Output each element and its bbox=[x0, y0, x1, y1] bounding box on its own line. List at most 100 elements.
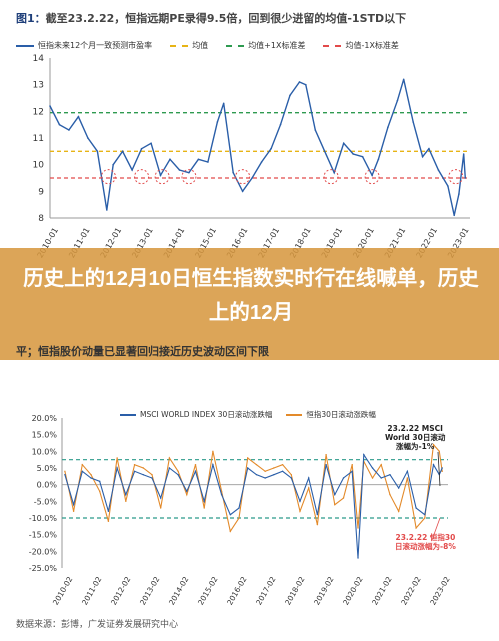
chart1-point-pe bbox=[241, 190, 244, 193]
chart2-point-msci bbox=[133, 470, 136, 473]
chart2-point-msci bbox=[159, 497, 162, 499]
chart1-point-pe bbox=[298, 81, 301, 83]
chart2-point-hsi bbox=[116, 457, 118, 459]
chart2-point-msci bbox=[325, 463, 327, 466]
chart1-point-pe bbox=[216, 121, 219, 123]
chart2-point-msci bbox=[72, 503, 75, 506]
chart1-point-pe bbox=[112, 163, 114, 166]
chart2-point-msci bbox=[107, 510, 110, 513]
chart2-point-msci bbox=[151, 477, 153, 479]
chart2-point-hsi bbox=[363, 460, 365, 463]
chart1-point-pe bbox=[396, 99, 399, 102]
chart2-point-msci bbox=[334, 493, 336, 496]
chart1-trough-marker bbox=[235, 169, 251, 185]
chart2-point-msci bbox=[316, 513, 319, 516]
chart2-point-msci bbox=[371, 467, 374, 469]
chart1-point-pe bbox=[260, 161, 263, 163]
chart2-point-hsi bbox=[273, 467, 275, 469]
overlay-title: 历史上的12月10日恒生指数实时行在线喊单，历史上的12月 bbox=[23, 267, 479, 324]
chart1-point-pe bbox=[304, 83, 307, 86]
legend-item-hsi: 恒指30日滚动涨跌幅 bbox=[286, 409, 376, 420]
chart1-point-pe bbox=[87, 137, 89, 139]
chart2-point-msci bbox=[357, 557, 359, 559]
chart1-legend: 恒指未来12个月一致预测市盈率 均值 均值+1X标准差 均值-1X标准差 bbox=[16, 40, 399, 51]
chart2-x-tick-label: 2015-02 bbox=[196, 575, 220, 607]
chart2-point-msci bbox=[64, 473, 66, 476]
chart1-point-pe bbox=[289, 94, 291, 97]
chart1-point-pe bbox=[377, 158, 380, 161]
chart1-point-pe bbox=[159, 174, 162, 177]
legend-swatch-msci bbox=[120, 413, 136, 416]
chart1-point-pe bbox=[251, 177, 253, 179]
chart2-point-msci bbox=[220, 493, 223, 496]
chart2-y-tick-label: 0.0% bbox=[37, 481, 58, 490]
chart2-point-hsi bbox=[342, 497, 345, 499]
chart2-point-hsi bbox=[415, 527, 417, 529]
chart2-point-hsi bbox=[281, 463, 284, 466]
chart2-x-tick-label: 2012-02 bbox=[109, 575, 133, 607]
chart1-point-pe bbox=[188, 171, 190, 174]
legend-swatch-hsi bbox=[286, 413, 303, 416]
legend-item-mean: 均值 bbox=[170, 40, 208, 51]
chart2-x-tick-label: 2016-02 bbox=[225, 575, 249, 607]
chart2-point-hsi bbox=[107, 520, 110, 523]
chart2-point-hsi bbox=[64, 470, 66, 473]
chart2-point-hsi bbox=[229, 530, 232, 533]
chart2-series-line-msci bbox=[64, 452, 443, 559]
chart2-point-hsi bbox=[264, 470, 266, 473]
chart2-point-hsi bbox=[177, 470, 179, 473]
chart2-point-msci bbox=[406, 470, 409, 473]
chart1-trough-marker bbox=[181, 169, 197, 185]
chart1-point-pe bbox=[447, 185, 449, 187]
chart2-point-msci bbox=[281, 470, 284, 473]
figure1-title-text: 截至23.2.22，恒指远期PE录得9.5倍，回到很少进留的均值-1STD以下 bbox=[45, 12, 407, 25]
chart2-point-hsi bbox=[290, 473, 292, 476]
chart1-point-pe bbox=[462, 153, 465, 155]
chart1-trough-marker bbox=[100, 169, 116, 185]
chart2-point-hsi bbox=[159, 507, 162, 509]
legend-swatch-pe bbox=[16, 44, 34, 47]
chart2-point-hsi bbox=[125, 500, 127, 503]
chart2-point-hsi bbox=[194, 463, 197, 466]
chart1-point-pe bbox=[178, 169, 181, 171]
chart2-point-msci bbox=[389, 473, 391, 476]
chart1-series-line-pe bbox=[49, 79, 466, 216]
chart2-point-msci bbox=[229, 513, 232, 516]
chart2-point-msci bbox=[99, 480, 101, 483]
chart2-x-tick-label: 2013-02 bbox=[138, 575, 162, 607]
chart2-point-msci bbox=[424, 513, 426, 516]
chart1-point-pe bbox=[58, 123, 61, 126]
chart2-point-msci bbox=[441, 467, 443, 469]
chart1-y-tick-label: 11 bbox=[33, 134, 44, 144]
chart1-trough-marker bbox=[134, 169, 150, 185]
annotation-arrow-msci bbox=[437, 451, 441, 487]
chart2-y-tick-label: -20.0% bbox=[29, 547, 58, 556]
chart1-y-tick-label: 10 bbox=[33, 161, 45, 171]
chart1-point-pe bbox=[270, 147, 272, 150]
chart2-point-hsi bbox=[142, 467, 144, 469]
chart1-point-pe bbox=[458, 193, 460, 195]
chart1-point-pe bbox=[121, 150, 124, 153]
chart1-trough-marker bbox=[323, 169, 339, 185]
chart2-point-hsi bbox=[325, 453, 327, 456]
chart1-point-pe bbox=[361, 155, 364, 158]
chart1-y-tick-label: 13 bbox=[33, 81, 44, 91]
chart2-point-hsi bbox=[389, 493, 391, 496]
chart1-point-pe bbox=[197, 158, 200, 161]
chart2-x-tick-label: 2017-02 bbox=[254, 575, 278, 607]
chart2-point-msci bbox=[203, 500, 205, 503]
chart1-point-pe bbox=[437, 169, 440, 171]
legend-swatch-mean bbox=[170, 44, 189, 47]
chart2-point-hsi bbox=[424, 517, 426, 519]
chart2-point-hsi bbox=[72, 510, 75, 513]
chart2-y-tick-label: -25.0% bbox=[29, 564, 58, 573]
chart2-point-msci bbox=[177, 473, 179, 476]
chart2-point-msci bbox=[432, 463, 435, 466]
chart2-series-line-hsi bbox=[64, 443, 443, 533]
chart2-point-msci bbox=[363, 453, 365, 456]
chart2-y-tick-label: -5.0% bbox=[34, 497, 58, 506]
chart2-point-hsi bbox=[397, 510, 400, 513]
chart1-point-pe bbox=[371, 174, 373, 177]
chart2-point-hsi bbox=[212, 450, 214, 453]
chart2-point-msci bbox=[142, 473, 144, 476]
